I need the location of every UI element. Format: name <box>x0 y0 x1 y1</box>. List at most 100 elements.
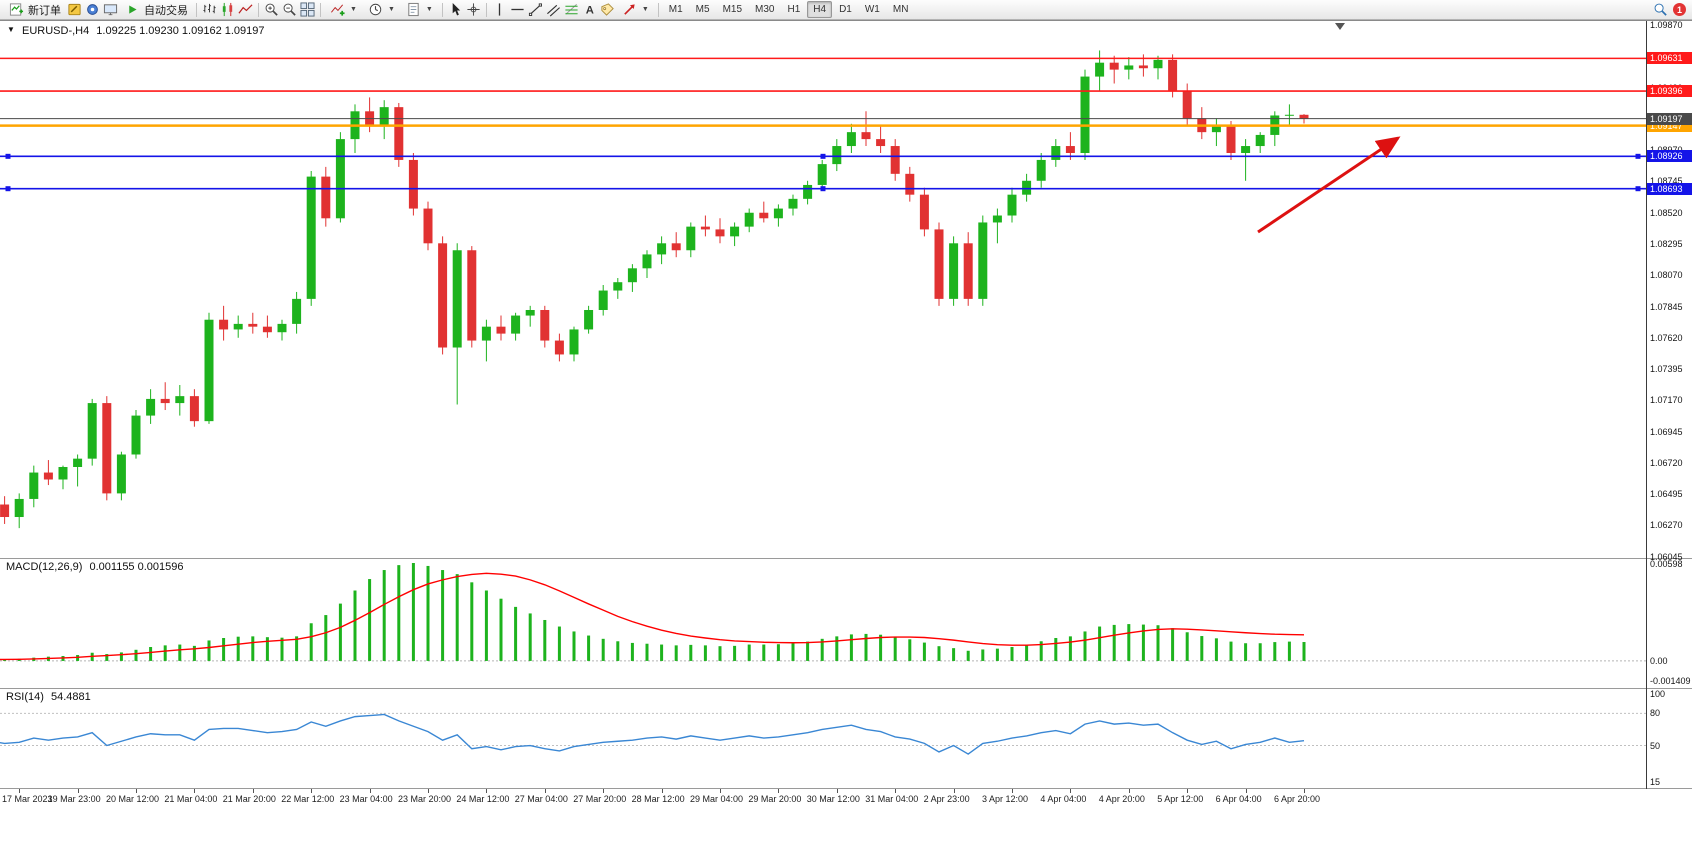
line-handle[interactable] <box>820 186 826 192</box>
macd-bar <box>1010 647 1014 661</box>
candle-bull <box>657 243 667 255</box>
time-axis-label: 24 Mar 12:00 <box>456 794 510 804</box>
zoom-in-icon[interactable] <box>263 1 280 18</box>
line-handle[interactable] <box>5 186 11 192</box>
auto-trading-button[interactable]: 自动交易 <box>120 0 192 19</box>
toolbar-separator <box>441 2 443 17</box>
templates-button[interactable]: ▼ <box>401 0 438 19</box>
macd-bar <box>119 652 123 661</box>
time-tick <box>895 789 897 793</box>
time-axis-label: 27 Mar 20:00 <box>573 794 627 804</box>
crosshair-icon[interactable] <box>465 1 482 18</box>
new-order-button[interactable]: 新订单 <box>4 0 65 19</box>
rsi-axis-label: 80 <box>1650 708 1661 719</box>
timeframe-w1[interactable]: W1 <box>864 4 880 15</box>
vertical-line-icon[interactable] <box>491 1 508 18</box>
macd-bar <box>616 641 620 661</box>
auto-trading-label: 自动交易 <box>144 4 188 17</box>
cursor-icon[interactable] <box>447 1 464 18</box>
line-handle[interactable] <box>5 153 11 159</box>
candle-bear <box>905 173 915 195</box>
candle-bear <box>394 107 404 160</box>
macd-axis-label: 0.00 <box>1650 655 1668 666</box>
search-icon[interactable] <box>1652 1 1669 18</box>
macd-bar <box>441 570 445 661</box>
line-handle[interactable] <box>1635 186 1641 192</box>
indicators-button[interactable]: ▼ <box>325 0 362 19</box>
candle-bear <box>321 176 331 219</box>
pane-divider[interactable] <box>0 688 1692 689</box>
timeframe-d1[interactable]: D1 <box>839 4 852 15</box>
timeframe-mn[interactable]: MN <box>892 4 909 15</box>
trendline-icon[interactable] <box>527 1 544 18</box>
one-click-trading-toggle[interactable]: ▼ <box>7 25 15 34</box>
line-price-badge: 1.09631 <box>1647 52 1692 65</box>
pane-divider[interactable] <box>0 788 1692 789</box>
timeframe-m5[interactable]: M5 <box>695 4 710 15</box>
timeframe-m15[interactable]: M15 <box>722 4 743 15</box>
macd-values: 0.001155 0.001596 <box>89 561 184 573</box>
arrow-annotation[interactable] <box>1257 136 1401 234</box>
time-axis-label: 21 Mar 04:00 <box>164 794 218 804</box>
candle-bull <box>292 298 302 324</box>
macd-bar <box>1214 638 1218 661</box>
candle-bear <box>1065 146 1075 153</box>
candle-bull <box>58 466 68 480</box>
pane-divider[interactable] <box>0 558 1692 559</box>
equidistant-channel-icon[interactable] <box>545 1 562 18</box>
metaeditor-icon[interactable] <box>66 1 83 18</box>
rsi-axis-label: 100 <box>1650 689 1666 699</box>
macd-bar <box>236 636 240 661</box>
line-chart-icon[interactable] <box>237 1 254 18</box>
rsi-pane <box>0 712 1646 755</box>
ohlc-values: 1.09225 1.09230 1.09162 1.09197 <box>96 25 265 37</box>
timeframe-h1[interactable]: H1 <box>787 4 801 15</box>
macd-bar <box>937 646 941 661</box>
candlestick-chart-icon[interactable] <box>219 1 236 18</box>
candle-bear <box>963 243 973 299</box>
fibonacci-icon[interactable] <box>563 1 580 18</box>
time-tick <box>1070 789 1072 793</box>
timeframe-m1[interactable]: M1 <box>668 4 683 15</box>
bar-chart-icon[interactable] <box>201 1 218 18</box>
arrows-button[interactable]: ▼ <box>617 0 654 19</box>
macd-bar <box>557 626 561 661</box>
timeframe-m30[interactable]: M30 <box>755 4 775 15</box>
line-handle[interactable] <box>1635 153 1641 159</box>
price-axis-label: 1.07620 <box>1650 332 1683 343</box>
notification-badge[interactable]: 1 <box>1673 3 1686 16</box>
candle-bull <box>204 319 214 422</box>
timeframe-h4[interactable]: H4 <box>807 1 833 18</box>
price-axis-label: 1.06270 <box>1650 520 1683 531</box>
price-axis-label: 1.08520 <box>1650 207 1683 218</box>
tile-windows-icon[interactable] <box>299 1 316 18</box>
time-tick <box>720 789 721 793</box>
candle-bear <box>890 146 900 174</box>
macd-bar <box>134 649 138 661</box>
macd-bar <box>338 603 342 661</box>
candle-bull <box>1255 134 1265 147</box>
macd-bar <box>105 654 109 661</box>
periods-button[interactable]: ▼ <box>363 0 400 19</box>
arrow-tool-icon <box>621 1 638 18</box>
macd-bar <box>952 648 956 661</box>
fullscreen-icon[interactable] <box>102 1 119 18</box>
macd-bar <box>1171 628 1175 661</box>
macd-bar <box>1068 636 1072 661</box>
macd-bar <box>1258 643 1262 661</box>
zoom-out-icon[interactable] <box>281 1 298 18</box>
text-label-icon[interactable] <box>599 1 616 18</box>
candle-bear <box>1299 114 1309 119</box>
line-handle[interactable] <box>820 153 826 159</box>
candle-bear <box>43 472 53 480</box>
macd-pane <box>0 563 1646 662</box>
text-icon[interactable]: A <box>581 1 598 18</box>
macd-signal-line <box>0 572 1305 661</box>
options-icon[interactable] <box>84 1 101 18</box>
macd-bar <box>514 606 518 661</box>
candle-bull <box>277 323 287 333</box>
horizontal-line-icon[interactable] <box>509 1 526 18</box>
macd-bar <box>1083 631 1087 661</box>
toolbar-separator <box>196 2 197 17</box>
time-axis[interactable]: 17 Mar 2023 19 Mar 23:00 20 Mar 12:00 21 Ma… <box>0 789 1692 829</box>
